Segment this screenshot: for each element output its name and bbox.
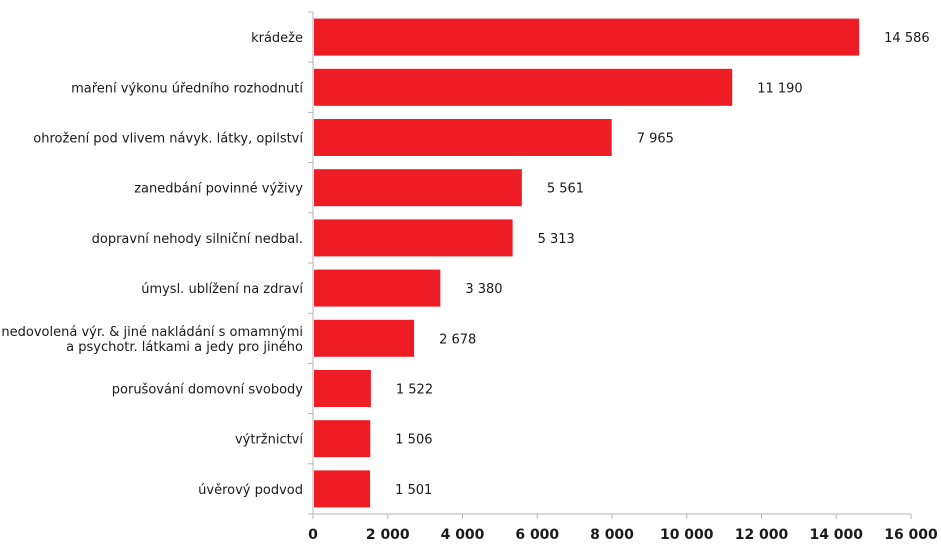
bar xyxy=(314,18,860,56)
category-label: úmysl. ublížení na zdraví xyxy=(141,282,303,297)
x-tick-label: 8 000 xyxy=(590,527,634,543)
axis-layer xyxy=(308,11,912,519)
category-label: dopravní nehody silniční nedbal. xyxy=(92,232,303,247)
value-label: 2 678 xyxy=(439,332,476,347)
value-label: 7 965 xyxy=(637,132,674,147)
category-label: maření výkonu úředního rozhodnutí xyxy=(71,81,303,96)
x-tick-label: 2 000 xyxy=(366,527,410,543)
x-tick-label: 6 000 xyxy=(515,527,559,543)
x-tick-label: 10 000 xyxy=(660,527,714,543)
value-label: 1 501 xyxy=(395,483,432,498)
category-label: ohrožení pod vlivem návyk. látky, opilst… xyxy=(33,132,303,147)
labels-layer: 0 2 000 4 000 6 000 8 000 10 000 12 000 14 000 1… xyxy=(1,31,938,543)
x-tick-label: 4 000 xyxy=(441,527,485,543)
x-tick-label: 0 xyxy=(308,527,318,543)
value-label: 5 313 xyxy=(538,232,575,247)
x-tick-label: 16 000 xyxy=(884,527,938,543)
value-label: 14 586 xyxy=(884,31,930,46)
x-tick-label: 12 000 xyxy=(735,527,789,543)
bar xyxy=(314,219,513,257)
value-label: 5 561 xyxy=(547,182,584,197)
bar xyxy=(314,420,371,458)
category-label: nedovolená výr. & jiné nakládání s omamn… xyxy=(1,325,303,340)
category-label: výtržnictví xyxy=(235,433,303,448)
category-label: úvěrový podvod xyxy=(198,483,303,498)
bars-layer xyxy=(314,18,860,508)
bar xyxy=(314,68,733,106)
bar xyxy=(314,370,371,407)
x-tick-label: 14 000 xyxy=(809,527,863,543)
value-label: 11 190 xyxy=(757,81,803,96)
bar xyxy=(314,169,522,207)
category-label: zanedbání povinné výživy xyxy=(134,182,303,197)
category-label: porušování domovní svobody xyxy=(112,383,304,398)
bar xyxy=(314,119,612,156)
bar xyxy=(314,269,441,307)
value-label: 1 506 xyxy=(395,433,432,448)
value-label: 1 522 xyxy=(396,383,433,398)
category-label: krádeže xyxy=(251,31,303,46)
bar xyxy=(314,319,415,357)
value-label: 3 380 xyxy=(465,282,502,297)
bar xyxy=(314,470,371,508)
category-label: a psychotr. látkami a jedy pro jiného xyxy=(66,340,303,355)
